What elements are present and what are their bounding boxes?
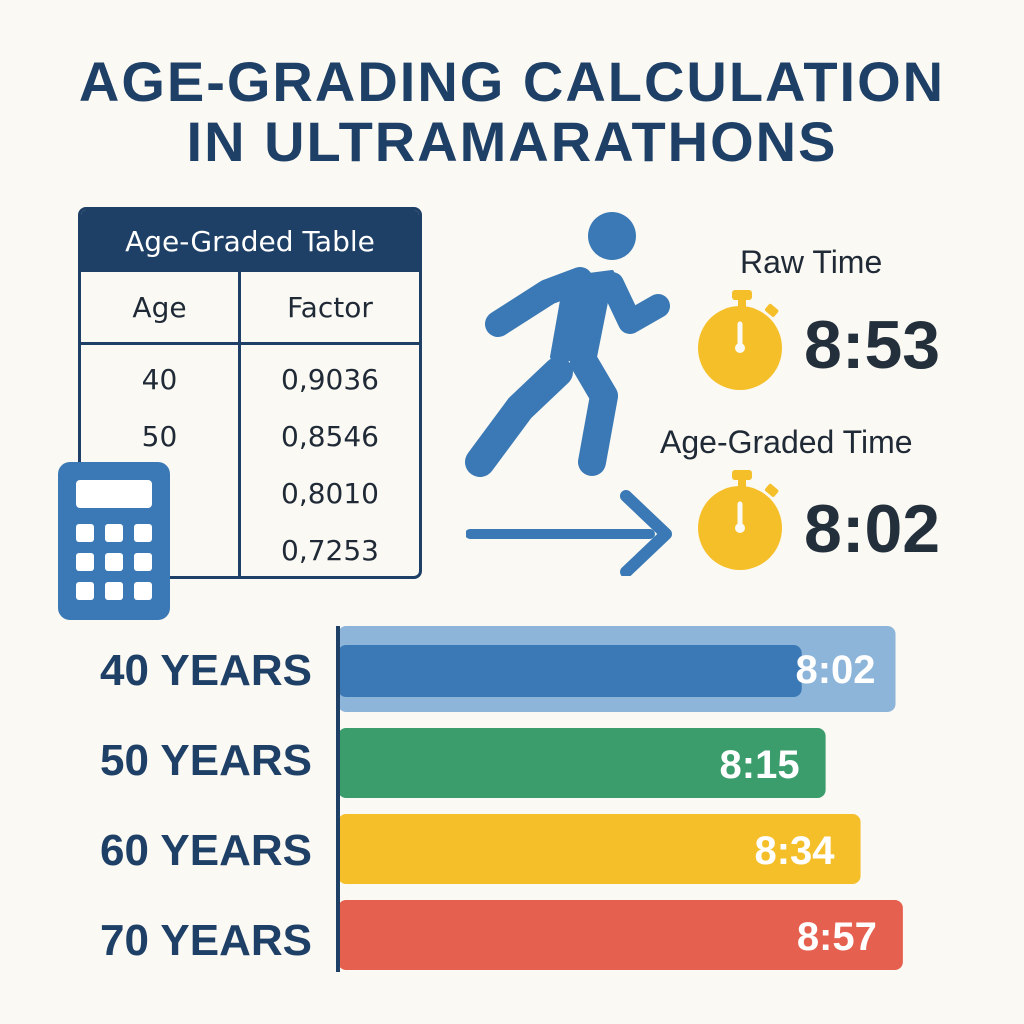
bar-value-label: 8:34 <box>754 829 835 873</box>
age-graded-time-value: 8:02 <box>804 491 941 567</box>
calculator-key <box>134 553 152 571</box>
calculator-key <box>134 582 152 600</box>
calculator-key <box>134 524 152 542</box>
category-label: 60 YEARS <box>100 826 312 875</box>
table-cell-factor: 0,8010 <box>281 477 379 510</box>
bar <box>338 814 861 884</box>
stopwatch-icon <box>698 290 782 390</box>
calculator-key <box>76 582 94 600</box>
bar-value-label: 8:02 <box>795 648 875 692</box>
table-cell-age: 50 <box>141 420 178 453</box>
raw-time-value: 8:53 <box>804 307 941 383</box>
category-label: 70 YEARS <box>100 916 312 965</box>
table-cell-factor: 0,9036 <box>281 363 379 396</box>
bar-value-label: 8:57 <box>797 915 877 959</box>
title-line-1: AGE-GRADING CALCULATION <box>78 50 946 113</box>
calculator-key <box>105 553 123 571</box>
stopwatch-icon <box>698 470 782 570</box>
column-header-age: Age <box>81 272 241 342</box>
calculator-key <box>76 524 94 542</box>
runner-icon <box>465 212 670 477</box>
arrow-right-icon <box>466 490 672 576</box>
category-label: 50 YEARS <box>100 736 312 785</box>
factor-column: 0,9036 0,8546 0,8010 0,7253 <box>241 345 419 576</box>
bar-value-label: 8:15 <box>720 743 800 787</box>
age-graded-time-label: Age-Graded Time <box>660 424 913 460</box>
table-body: 40 50 0,9036 0,8546 0,8010 0,7253 <box>81 345 419 576</box>
table-column-headers: Age Factor <box>81 272 419 345</box>
title-line-2: IN ULTRAMARATHONS <box>186 110 838 173</box>
bar <box>338 645 802 697</box>
category-label: 40 YEARS <box>100 646 312 695</box>
calculator-key <box>76 553 94 571</box>
table-cell-factor: 0,7253 <box>281 534 379 567</box>
page-title: AGE-GRADING CALCULATION IN ULTRAMARATHON… <box>0 52 1024 172</box>
table-cell-age: 40 <box>141 363 178 396</box>
column-header-factor: Factor <box>287 290 373 324</box>
age-column: 40 50 <box>81 345 241 576</box>
age-graded-table: Age-Graded Table Age Factor 40 50 0,9036… <box>78 207 422 579</box>
raw-time-label: Raw Time <box>740 244 883 280</box>
bar <box>338 900 903 970</box>
calculator-icon <box>58 462 170 620</box>
calculator-key <box>105 524 123 542</box>
table-heading: Age-Graded Table <box>81 210 419 272</box>
bar <box>338 728 826 798</box>
calculator-screen <box>76 480 152 508</box>
calculator-key <box>105 582 123 600</box>
table-cell-factor: 0,8546 <box>281 420 379 453</box>
